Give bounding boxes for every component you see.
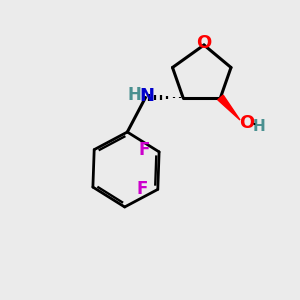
Text: ·: ·: [252, 118, 256, 133]
Text: H: H: [253, 119, 266, 134]
Text: F: F: [138, 141, 149, 159]
Text: O: O: [196, 34, 211, 52]
Text: O: O: [239, 114, 254, 132]
Polygon shape: [218, 95, 240, 120]
Text: F: F: [137, 180, 148, 198]
Text: N: N: [140, 87, 154, 105]
Text: H: H: [127, 86, 141, 104]
